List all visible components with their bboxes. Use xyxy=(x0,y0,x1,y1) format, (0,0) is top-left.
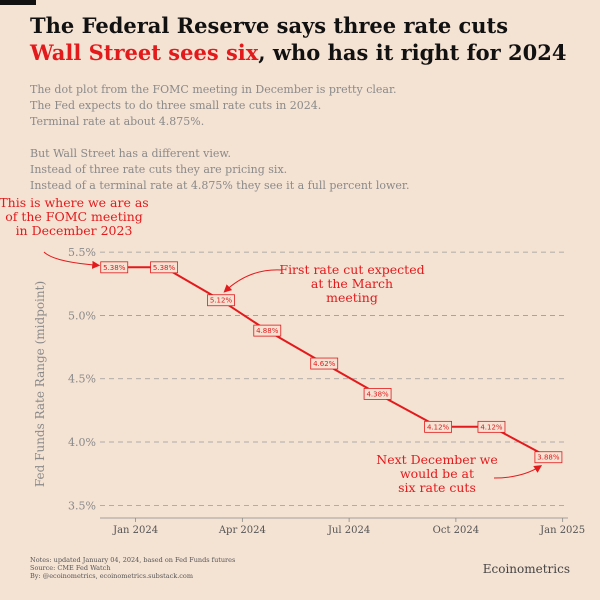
title-line-2: Wall Street sees six, who has it right f… xyxy=(30,39,566,66)
annotation-first-cut: First rate cut expected xyxy=(279,262,424,277)
data-label: 5.38% xyxy=(153,264,176,272)
chart-title: The Federal Reserve says three rate cuts… xyxy=(30,12,566,66)
corner-mark xyxy=(0,0,36,5)
title-line-1: The Federal Reserve says three rate cuts xyxy=(30,13,509,38)
annotation-current: of the FOMC meeting xyxy=(5,209,143,224)
chart-notes: Notes: updated January 04, 2024, based o… xyxy=(30,556,235,580)
note-line: Source: CME Fed Watch xyxy=(30,564,111,572)
annotation-arrow xyxy=(43,251,101,269)
data-label: 4.62% xyxy=(313,360,336,368)
data-label: 5.12% xyxy=(210,297,233,305)
intro-line: But Wall Street has a different view. xyxy=(30,147,232,160)
intro-line: Terminal rate at about 4.875%. xyxy=(30,115,205,128)
y-tick-label: 5.5% xyxy=(68,246,96,259)
intro-line: Instead of three rate cuts they are pric… xyxy=(30,163,288,176)
data-point xyxy=(310,357,339,370)
annotation-six-cuts: six rate cuts xyxy=(398,480,476,495)
y-tick-label: 4.0% xyxy=(68,436,96,449)
x-tick-label: Jul 2024 xyxy=(327,525,370,536)
data-label: 4.38% xyxy=(366,390,389,398)
title-highlight: Wall Street sees six xyxy=(30,40,259,65)
brand-label: Ecoinometrics xyxy=(482,562,570,576)
y-axis-label: Fed Funds Rate Range (midpoint) xyxy=(33,281,47,487)
annotation-first-cut: at the March xyxy=(311,276,393,291)
annotation-current: in December 2023 xyxy=(16,223,133,238)
annotation-current: This is where we are as xyxy=(0,195,149,210)
title-rest: , who has it right for 2024 xyxy=(258,40,567,65)
intro-text: The dot plot from the FOMC meeting in De… xyxy=(30,82,409,194)
annotation-six-cuts: Next December we xyxy=(376,452,498,467)
x-tick-label: Jan 2024 xyxy=(112,525,158,536)
intro-line: The dot plot from the FOMC meeting in De… xyxy=(30,83,397,96)
annotation-arrow xyxy=(493,465,543,479)
y-tick-label: 5.0% xyxy=(68,309,96,322)
data-point xyxy=(150,261,178,274)
data-point xyxy=(253,324,282,337)
data-point xyxy=(100,261,129,274)
x-tick-label: Apr 2024 xyxy=(218,525,266,536)
annotation-first-cut: meeting xyxy=(326,290,378,305)
data-label: 4.12% xyxy=(427,423,450,431)
y-tick-label: 3.5% xyxy=(68,499,96,512)
intro-line: The Fed expects to do three small rate c… xyxy=(30,99,322,112)
x-tick-label: Oct 2024 xyxy=(433,525,479,536)
data-point xyxy=(424,420,452,433)
data-point xyxy=(534,451,563,464)
annotation-arrow xyxy=(223,269,283,293)
intro-line: Instead of a terminal rate at 4.875% the… xyxy=(30,179,410,192)
data-label: 4.12% xyxy=(480,423,503,431)
data-point xyxy=(363,388,392,400)
data-point xyxy=(207,294,235,307)
note-line: Notes: updated January 04, 2024, based o… xyxy=(30,556,236,564)
y-tick-label: 4.5% xyxy=(68,373,96,386)
note-line: By: @ecoinometrics, ecoinometrics.substa… xyxy=(30,572,193,580)
data-label: 3.88% xyxy=(537,454,560,462)
x-tick-label: Jan 2025 xyxy=(539,525,585,536)
annotation-six-cuts: would be at xyxy=(400,466,474,481)
data-label: 4.88% xyxy=(256,327,279,335)
data-point xyxy=(477,420,506,433)
data-label: 5.38% xyxy=(103,264,126,272)
